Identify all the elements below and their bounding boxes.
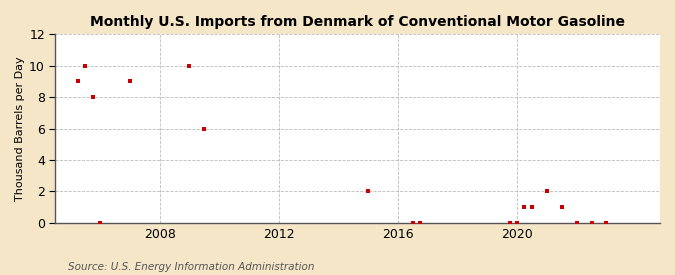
Point — [80, 64, 90, 68]
Point — [601, 221, 612, 225]
Point — [72, 79, 83, 84]
Point — [408, 221, 418, 225]
Point — [124, 79, 135, 84]
Point — [504, 221, 515, 225]
Point — [87, 95, 98, 99]
Point — [526, 205, 537, 209]
Text: Source: U.S. Energy Information Administration: Source: U.S. Energy Information Administ… — [68, 262, 314, 272]
Point — [199, 126, 210, 131]
Title: Monthly U.S. Imports from Denmark of Conventional Motor Gasoline: Monthly U.S. Imports from Denmark of Con… — [90, 15, 625, 29]
Point — [519, 205, 530, 209]
Point — [512, 221, 522, 225]
Point — [586, 221, 597, 225]
Point — [556, 205, 567, 209]
Y-axis label: Thousand Barrels per Day: Thousand Barrels per Day — [15, 56, 25, 201]
Point — [415, 221, 426, 225]
Point — [95, 221, 105, 225]
Point — [184, 64, 195, 68]
Point — [541, 189, 552, 194]
Point — [571, 221, 582, 225]
Point — [362, 189, 373, 194]
